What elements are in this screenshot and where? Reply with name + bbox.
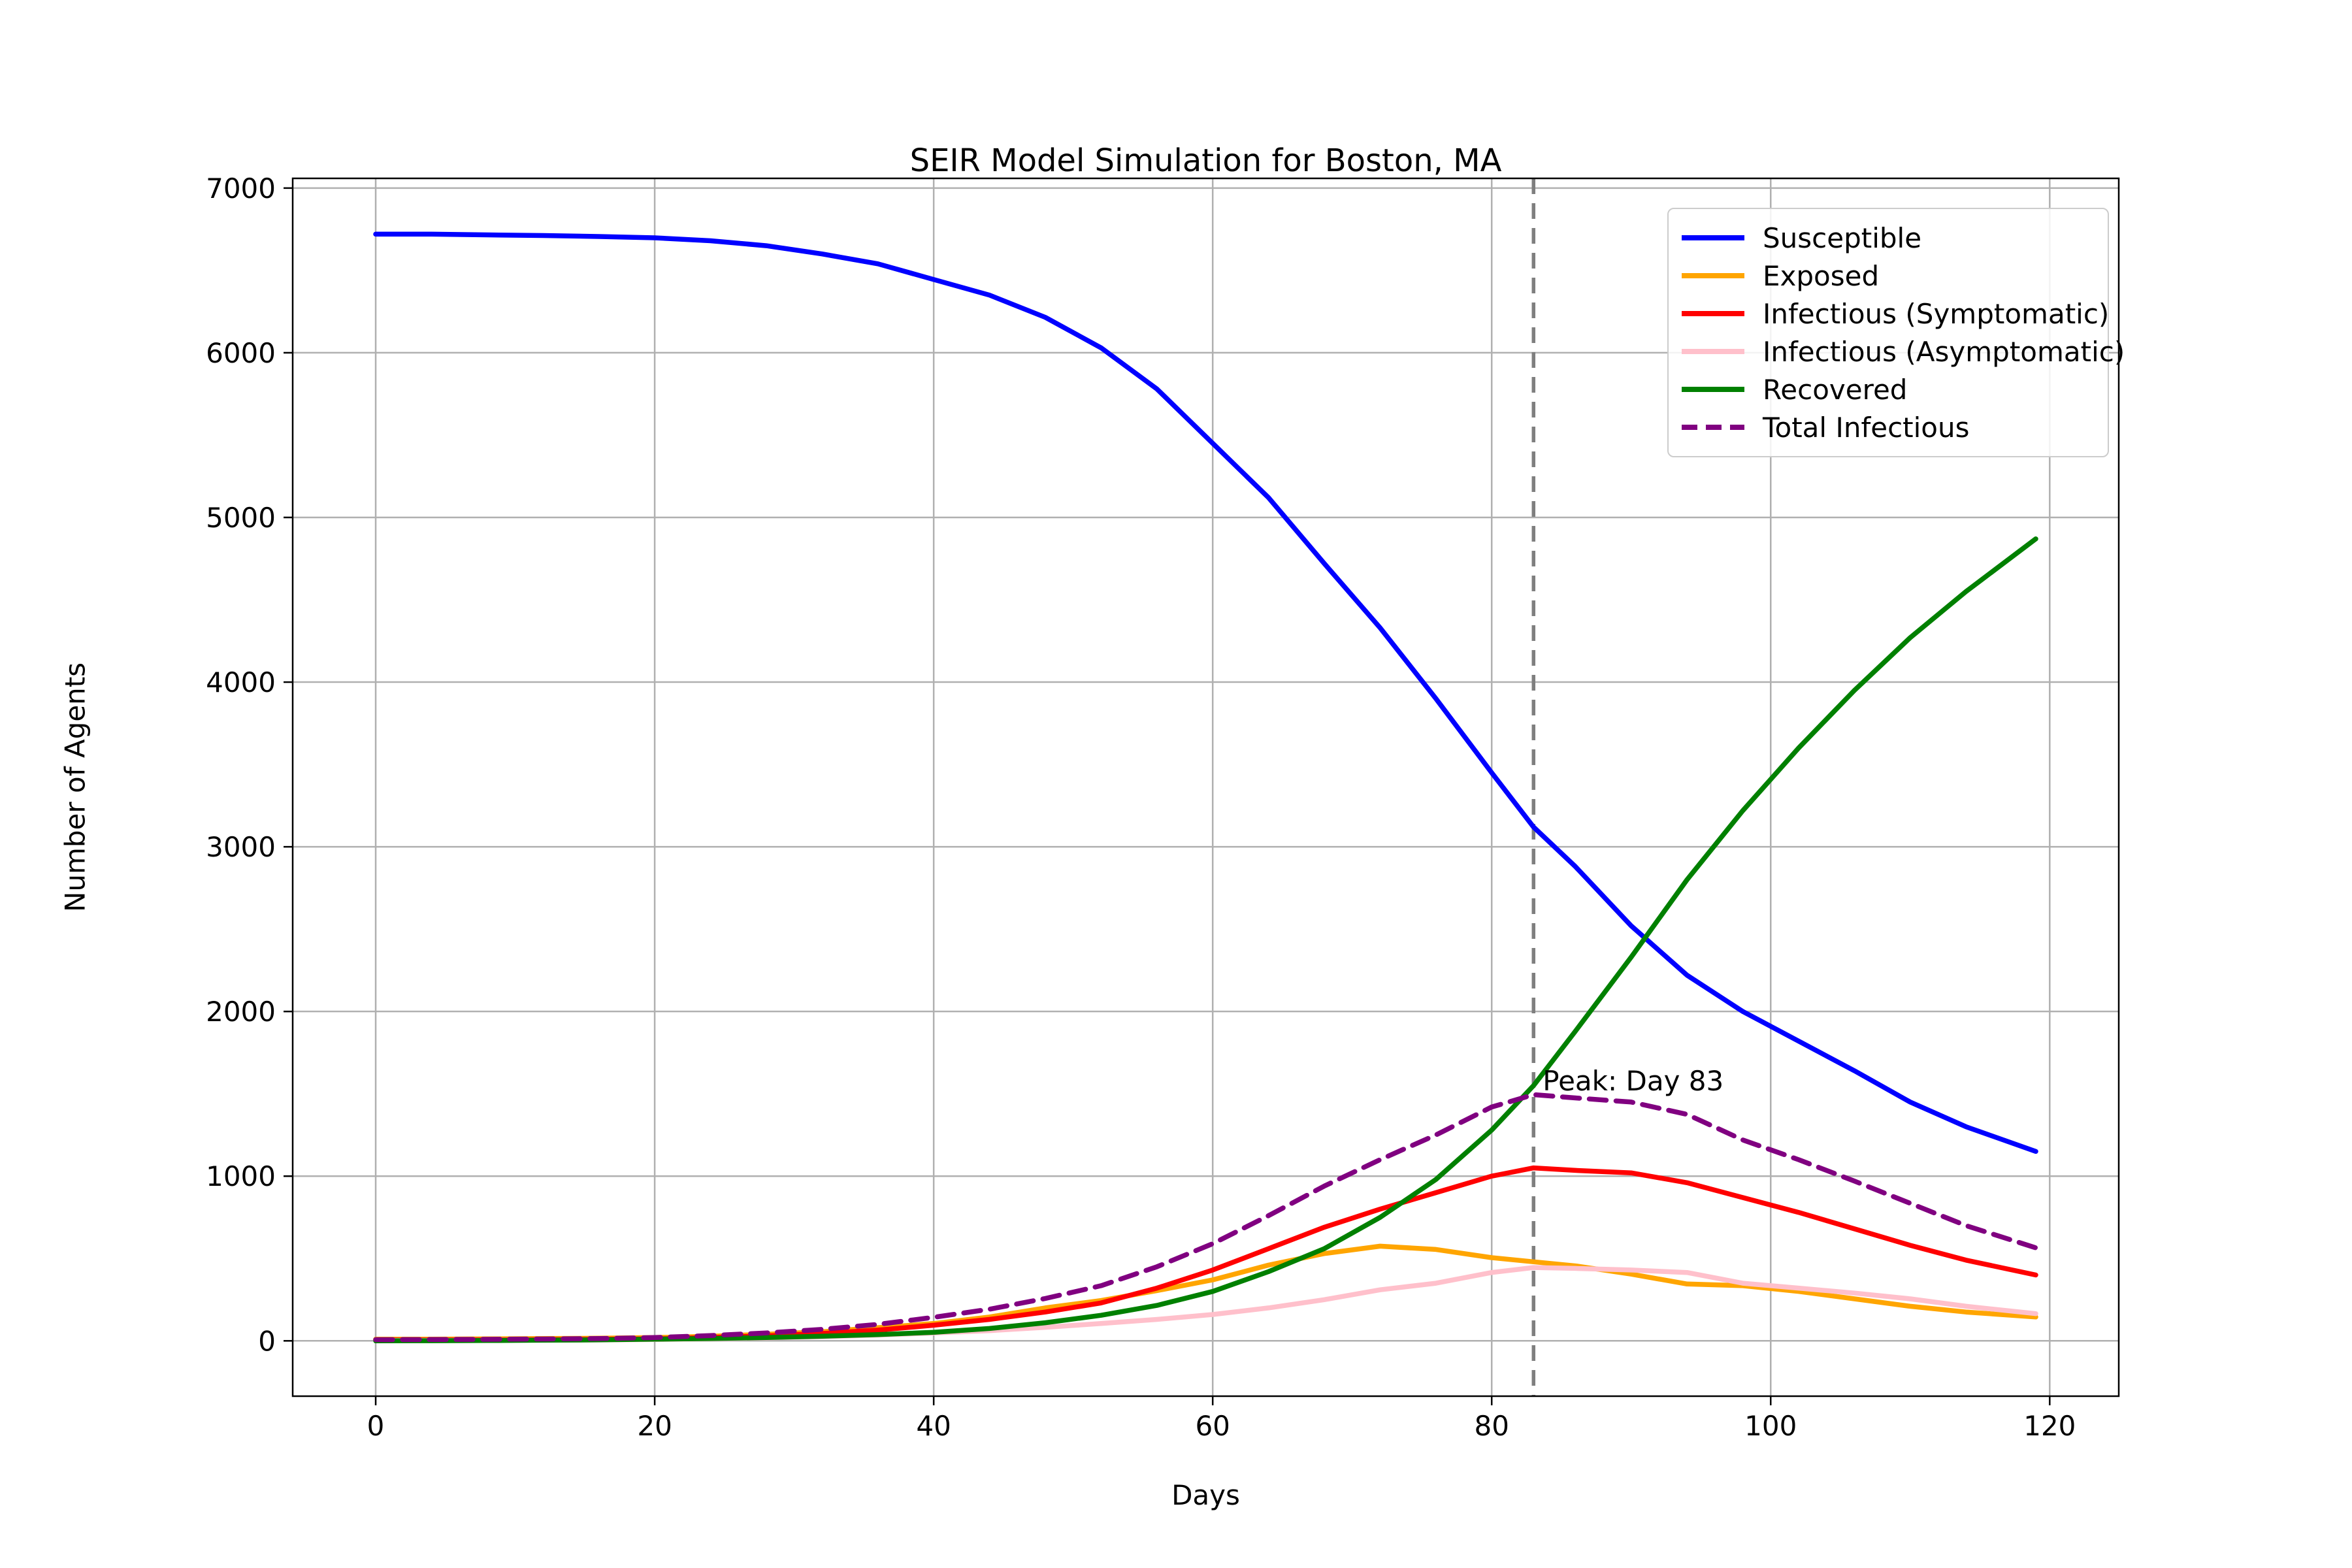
legend-label: Infectious (Symptomatic) xyxy=(1763,297,2110,330)
legend-item: Exposed xyxy=(1669,257,2108,295)
x-tick-label: 0 xyxy=(367,1410,385,1442)
series-susceptible xyxy=(373,231,2038,1154)
series-recovered xyxy=(373,536,2038,1344)
x-tick-label: 100 xyxy=(1744,1410,1797,1442)
x-tick-label: 20 xyxy=(637,1410,672,1442)
series-total-infectious xyxy=(373,1092,2038,1343)
y-tick-label: 1000 xyxy=(206,1160,276,1192)
x-axis-label: Days xyxy=(1171,1479,1240,1511)
legend-item: Infectious (Symptomatic) xyxy=(1669,295,2110,333)
y-tick-label: 2000 xyxy=(206,996,276,1028)
y-tick-label: 3000 xyxy=(206,831,276,863)
legend-label: Infectious (Asymptomatic) xyxy=(1763,335,2125,368)
legend-item: Infectious (Asymptomatic) xyxy=(1669,333,2125,370)
y-tick-label: 6000 xyxy=(206,337,276,369)
legend-item: Recovered xyxy=(1669,370,2108,408)
y-tick-label: 4000 xyxy=(206,666,276,698)
y-tick-label: 5000 xyxy=(206,502,276,534)
legend-label: Susceptible xyxy=(1763,221,1922,254)
series-infectious-asymptomatic xyxy=(373,1265,2038,1343)
y-axis-label: Number of Agents xyxy=(59,662,91,913)
axes-frame xyxy=(291,177,2120,1397)
peak-annotation: Peak: Day 83 xyxy=(1543,1065,1724,1097)
legend-line-sample xyxy=(1682,349,1744,354)
legend-line-sample xyxy=(1682,387,1744,392)
y-tick-label: 7000 xyxy=(206,172,276,204)
chart-title: SEIR Model Simulation for Boston, MA xyxy=(909,142,1502,179)
legend-label: Exposed xyxy=(1763,259,1880,292)
legend-line-sample xyxy=(1682,425,1744,430)
x-tick-label: 120 xyxy=(2023,1410,2076,1442)
y-tick-label: 0 xyxy=(258,1325,276,1357)
legend-item: Susceptible xyxy=(1669,219,2108,257)
x-tick-label: 40 xyxy=(916,1410,951,1442)
legend-item: Total Infectious xyxy=(1669,408,2108,446)
legend-line-sample xyxy=(1682,311,1744,316)
legend-line-sample xyxy=(1682,235,1744,240)
legend: Susceptible Exposed Infectious (Symptomati… xyxy=(1667,208,2125,457)
legend-line-sample xyxy=(1682,273,1744,278)
x-tick-label: 60 xyxy=(1195,1410,1230,1442)
legend-label: Recovered xyxy=(1763,373,1908,406)
x-tick-label: 80 xyxy=(1474,1410,1509,1442)
legend-label: Total Infectious xyxy=(1763,411,1970,444)
